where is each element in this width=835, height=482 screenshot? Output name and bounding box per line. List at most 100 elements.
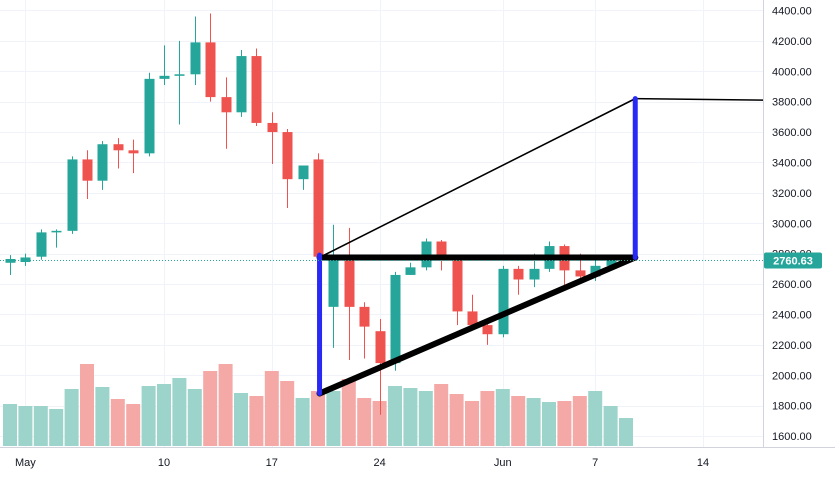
volume-bar — [126, 404, 141, 446]
price-axis-label: 1600.00 — [772, 431, 812, 443]
volume-bar — [326, 391, 341, 446]
volume-bar — [218, 364, 233, 446]
candle-body — [452, 255, 463, 312]
candle-body — [405, 267, 416, 275]
price-axis-label: 4000.00 — [772, 66, 812, 78]
volume-bar — [295, 398, 310, 446]
volume-bar — [603, 406, 618, 446]
flag-lower-line[interactable] — [316, 254, 639, 397]
volume-bar — [557, 401, 572, 446]
candle-body — [20, 257, 31, 263]
volume-bar — [619, 418, 633, 446]
time-axis-label: 10 — [158, 457, 170, 469]
price-axis-label: 3800.00 — [772, 97, 812, 109]
grid — [0, 0, 764, 448]
volume-bar — [403, 388, 418, 446]
candle-body — [282, 132, 293, 180]
volume-bar — [495, 389, 510, 446]
candle-body — [236, 56, 247, 113]
candle-body — [436, 241, 447, 256]
volume-bar — [157, 384, 171, 446]
volume-bar — [203, 371, 218, 446]
candle-body — [144, 78, 155, 154]
volume-bar — [187, 389, 202, 446]
volume-bar — [572, 396, 587, 446]
volume-bar — [110, 399, 125, 446]
volume-bar — [3, 404, 17, 446]
candle-body — [67, 159, 78, 231]
volume-bar — [249, 396, 264, 446]
time-axis-label: Jun — [494, 457, 512, 469]
time-axis-label: 24 — [373, 457, 385, 469]
volume-bar — [480, 391, 495, 446]
volume-bar — [511, 396, 526, 446]
volume-bar — [526, 398, 541, 446]
last-price-tag: 2760.63 — [764, 252, 822, 269]
candle-body — [113, 144, 124, 151]
candle-body — [590, 265, 601, 277]
candle-body — [36, 232, 47, 257]
last-price-tag-bg — [764, 252, 822, 269]
candle-body — [159, 75, 170, 79]
candle-body — [482, 325, 493, 335]
candle-body — [513, 268, 524, 280]
volume-bar — [388, 386, 402, 446]
candle-body — [51, 230, 62, 233]
projection-channel-line[interactable] — [318, 97, 637, 259]
candle-body — [359, 306, 370, 327]
candle-body — [390, 274, 401, 364]
candles — [5, 13, 617, 415]
candle-body — [174, 74, 185, 76]
price-axis-label: 3400.00 — [772, 157, 812, 169]
candle-body — [298, 165, 309, 180]
price-axis-label: 2400.00 — [772, 309, 812, 321]
price-axis-labels: 1600.00 1800.00 2000.00 2200.00 2400.00 2600.… — [772, 5, 812, 443]
volume-bar — [372, 401, 387, 446]
price-scale-panel[interactable] — [764, 0, 835, 482]
last-price-tag-label: 2760.63 — [773, 256, 813, 268]
candle-body — [82, 159, 93, 181]
volume-bar — [264, 371, 279, 446]
volume-bar — [418, 391, 433, 446]
volume-bar — [95, 387, 110, 446]
price-axis-label: 2600.00 — [772, 279, 812, 291]
candle-body — [221, 97, 232, 113]
price-axis-label: 4400.00 — [772, 5, 812, 17]
volume-bar — [234, 393, 248, 446]
volume-bar — [64, 389, 79, 446]
price-axis-label: 4200.00 — [772, 36, 812, 48]
volume-bar — [311, 391, 325, 446]
price-axis-label: 2000.00 — [772, 370, 812, 382]
volume-bar — [80, 364, 94, 446]
time-axis-label: 14 — [697, 457, 709, 469]
candle-body — [575, 270, 586, 277]
volume-bar — [434, 384, 449, 446]
candle-body — [375, 331, 386, 364]
candle-body — [251, 56, 262, 123]
pattern-drawings[interactable] — [316, 96, 766, 397]
volume-bar — [588, 391, 603, 446]
candle-body — [328, 259, 339, 307]
time-axis-label: 17 — [266, 457, 278, 469]
candle-body — [467, 311, 478, 326]
candle-body — [128, 150, 139, 154]
price-axis-label: 1800.00 — [772, 401, 812, 413]
volume-bar — [49, 409, 64, 446]
candle-body — [421, 241, 432, 268]
candle-body — [313, 159, 324, 257]
price-axis-label: 3200.00 — [772, 188, 812, 200]
candle-body — [5, 258, 16, 263]
volume-bar — [341, 379, 356, 446]
candle-body — [97, 144, 108, 181]
volume-bar — [465, 401, 479, 446]
volume-bar — [357, 398, 372, 446]
volume-bar — [141, 386, 156, 446]
candle-body — [498, 268, 509, 335]
time-scale-panel[interactable] — [0, 448, 764, 482]
projection-ray-line[interactable] — [634, 97, 766, 101]
price-axis-label: 3600.00 — [772, 127, 812, 139]
candle-body — [529, 268, 540, 280]
